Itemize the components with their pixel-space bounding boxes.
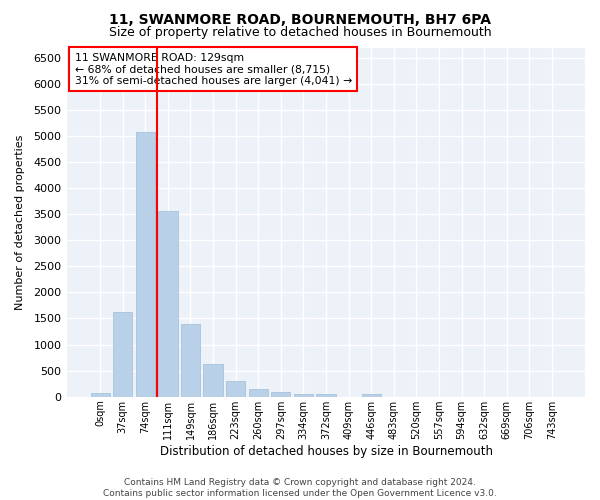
Bar (136, 132, 155, 396)
Bar (203, 364, 223, 396)
Bar (294, 394, 313, 396)
Bar (158, 211, 178, 396)
Text: 11 SWANMORE ROAD: 129sqm
← 68% of detached houses are smaller (8,715)
31% of sem: 11 SWANMORE ROAD: 129sqm ← 68% of detach… (75, 52, 352, 86)
Bar (316, 394, 335, 396)
Bar (271, 392, 290, 396)
Text: Contains HM Land Registry data © Crown copyright and database right 2024.
Contai: Contains HM Land Registry data © Crown c… (103, 478, 497, 498)
Bar (91, 393, 110, 396)
X-axis label: Distribution of detached houses by size in Bournemouth: Distribution of detached houses by size … (160, 444, 493, 458)
Bar (181, 324, 200, 396)
Text: 11, SWANMORE ROAD, BOURNEMOUTH, BH7 6PA: 11, SWANMORE ROAD, BOURNEMOUTH, BH7 6PA (109, 12, 491, 26)
Bar (362, 394, 381, 396)
Bar (226, 380, 245, 396)
Text: Size of property relative to detached houses in Bournemouth: Size of property relative to detached ho… (109, 26, 491, 39)
Bar (248, 388, 268, 396)
Bar (113, 312, 133, 396)
Y-axis label: Number of detached properties: Number of detached properties (15, 134, 25, 310)
